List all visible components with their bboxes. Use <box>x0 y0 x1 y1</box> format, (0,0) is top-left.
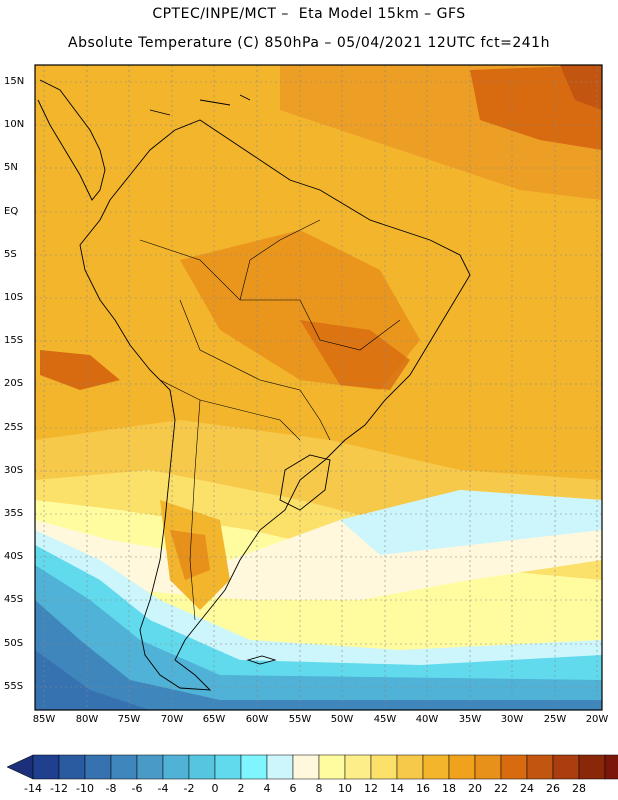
colorbar-label: 12 <box>364 782 378 795</box>
lon-label-45w: 45W <box>373 714 397 725</box>
colorbar-swatch <box>214 754 242 780</box>
lon-label-65w: 65W <box>202 714 226 725</box>
coastlines <box>37 79 471 691</box>
lat-label-15s: 15S <box>4 335 24 346</box>
colorbar-swatch <box>58 754 86 780</box>
lat-label-eq: EQ <box>4 206 19 217</box>
temperature-field <box>35 65 602 710</box>
falklands-outline <box>246 655 277 665</box>
colorbar-swatch <box>318 754 346 780</box>
colorbar-label: 16 <box>416 782 430 795</box>
lon-label-20w: 20W <box>585 714 609 725</box>
map-frame <box>34 64 603 711</box>
lon-label-30w: 30W <box>500 714 524 725</box>
colorbar-label: -10 <box>76 782 94 795</box>
colorbar-label: 10 <box>338 782 352 795</box>
country-borders <box>139 219 401 621</box>
colorbar-swatch <box>136 754 164 780</box>
lon-label-70w: 70W <box>160 714 184 725</box>
caribbean-islands <box>149 94 251 116</box>
colorbar-swatch <box>422 754 450 780</box>
lat-label-5n: 5N <box>4 162 18 173</box>
colorbar-label: -6 <box>131 782 143 795</box>
colorbar <box>6 754 618 780</box>
lon-label-85w: 85W <box>32 714 56 725</box>
lon-label-55w: 55W <box>288 714 312 725</box>
colorbar-label: 26 <box>546 782 560 795</box>
lat-label-35s: 35S <box>4 508 24 519</box>
colorbar-low-arrow <box>6 754 34 780</box>
lat-label-25s: 25S <box>4 422 24 433</box>
colorbar-swatch <box>188 754 216 780</box>
colorbar-swatch <box>240 754 268 780</box>
colorbar-swatch <box>604 754 618 780</box>
lat-label-55s: 55S <box>4 681 24 692</box>
lon-label-40w: 40W <box>415 714 439 725</box>
lat-label-15n: 15N <box>4 76 25 87</box>
colorbar-label: 18 <box>442 782 456 795</box>
colorbar-swatch <box>526 754 554 780</box>
colorbar-label: -12 <box>50 782 68 795</box>
colorbar-swatch <box>370 754 398 780</box>
lat-label-50s: 50S <box>4 638 24 649</box>
colorbar-swatch <box>552 754 580 780</box>
lat-label-10n: 10N <box>4 119 25 130</box>
colorbar-swatch <box>500 754 528 780</box>
colorbar-label: 2 <box>237 782 245 795</box>
title-line-1: CPTEC/INPE/MCT – Eta Model 15km – GFS <box>152 6 466 22</box>
lat-label-5s: 5S <box>4 249 17 260</box>
colorbar-label: 20 <box>468 782 482 795</box>
colorbar-swatch <box>578 754 606 780</box>
colorbar-swatch <box>292 754 320 780</box>
colorbar-swatch <box>396 754 424 780</box>
colorbar-label: -4 <box>157 782 169 795</box>
colorbar-label: -2 <box>183 782 195 795</box>
colorbar-swatch <box>84 754 112 780</box>
lon-label-75w: 75W <box>117 714 141 725</box>
lat-label-30s: 30S <box>4 465 24 476</box>
lon-label-25w: 25W <box>543 714 567 725</box>
colorbar-label: 0 <box>211 782 219 795</box>
title-line-2: Absolute Temperature (C) 850hPa – 05/04/… <box>68 35 550 51</box>
colorbar-label: 6 <box>289 782 297 795</box>
colorbar-label: 24 <box>520 782 534 795</box>
colorbar-label: -14 <box>24 782 42 795</box>
central-america-outline <box>37 79 106 201</box>
colorbar-label: 28 <box>572 782 586 795</box>
colorbar-label: 14 <box>390 782 404 795</box>
lat-label-40s: 40S <box>4 551 24 562</box>
lat-label-20s: 20S <box>4 378 24 389</box>
lake-lagoon <box>279 454 331 511</box>
colorbar-label: 22 <box>494 782 508 795</box>
lat-label-45s: 45S <box>4 594 24 605</box>
colorbar-label: 8 <box>315 782 323 795</box>
lon-label-35w: 35W <box>458 714 482 725</box>
lat-label-10s: 10S <box>4 292 24 303</box>
colorbar-swatch <box>32 754 60 780</box>
colorbar-label: 4 <box>263 782 271 795</box>
lon-label-50w: 50W <box>330 714 354 725</box>
colorbar-swatch <box>448 754 476 780</box>
colorbar-swatch <box>110 754 138 780</box>
colorbar-swatch <box>344 754 372 780</box>
lon-label-80w: 80W <box>75 714 99 725</box>
colorbar-swatch <box>162 754 190 780</box>
colorbar-label: -8 <box>105 782 117 795</box>
south-america-outline <box>79 119 471 691</box>
colorbar-swatch <box>266 754 294 780</box>
colorbar-swatch <box>474 754 502 780</box>
lon-label-60w: 60W <box>245 714 269 725</box>
